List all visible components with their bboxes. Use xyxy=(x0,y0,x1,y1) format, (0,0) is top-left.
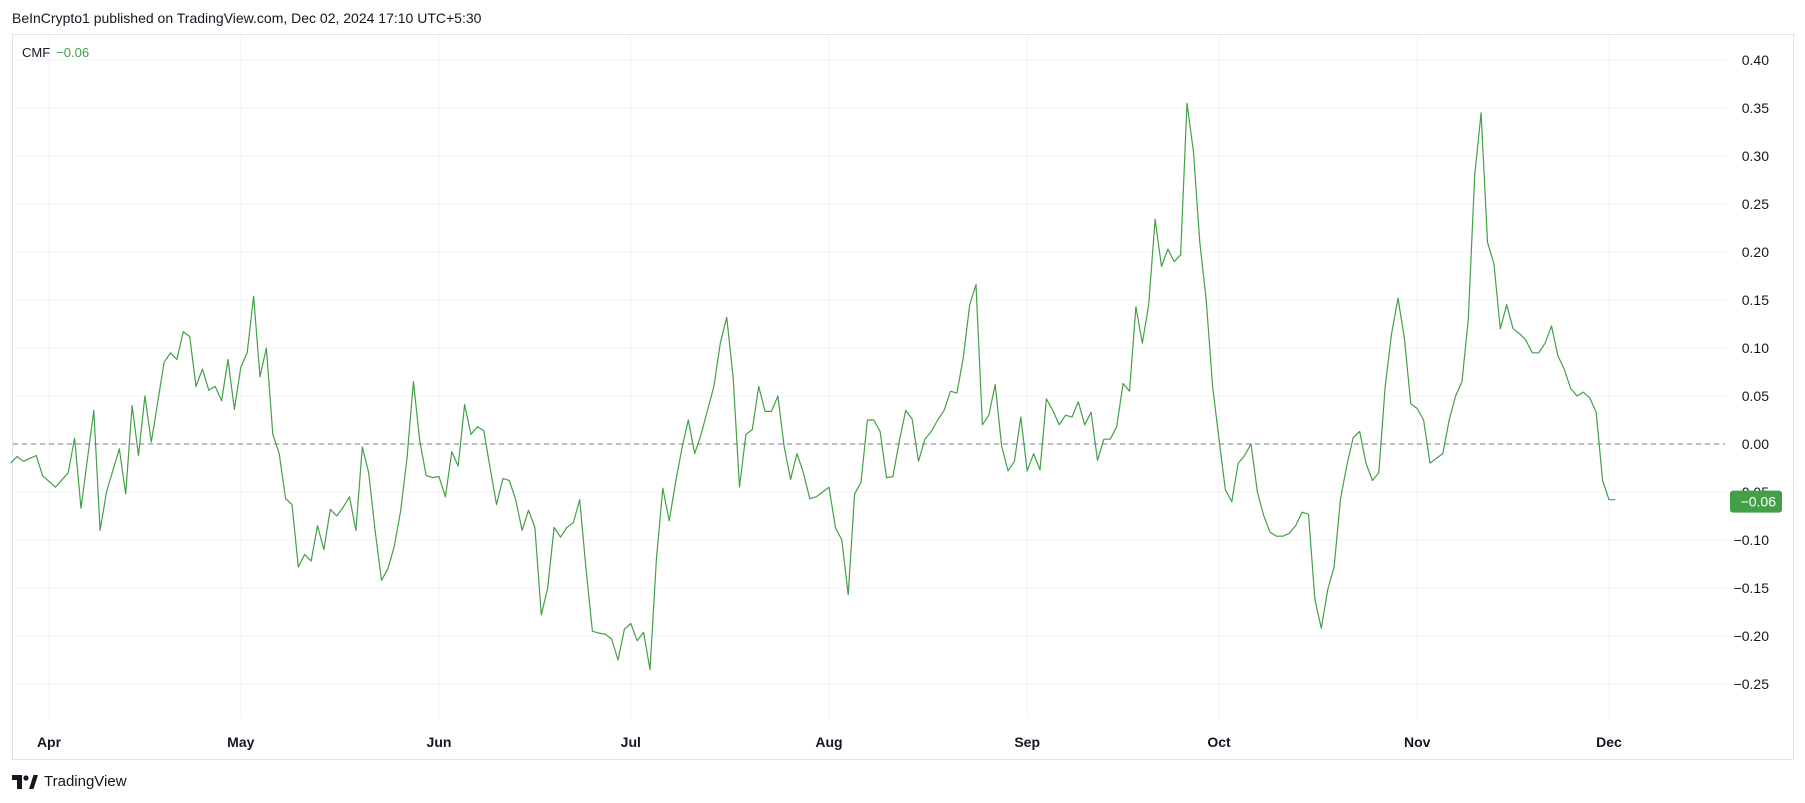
x-tick-label: Sep xyxy=(1014,734,1040,750)
tradingview-brand-text: TradingView xyxy=(44,773,127,790)
x-tick-label: May xyxy=(227,734,254,750)
x-tick-label: Aug xyxy=(815,734,842,750)
y-tick-label: 0.20 xyxy=(1742,244,1769,260)
y-tick-label: 0.30 xyxy=(1742,148,1769,164)
y-tick-label: 0.15 xyxy=(1742,292,1769,308)
tradingview-branding[interactable]: TradingView xyxy=(12,773,127,790)
x-tick-label: Jun xyxy=(427,734,452,750)
x-tick-label: Nov xyxy=(1404,734,1431,750)
y-tick-label: −0.15 xyxy=(1734,580,1770,596)
y-tick-label: 0.05 xyxy=(1742,388,1769,404)
tradingview-logo-icon xyxy=(12,774,38,789)
indicator-value: −0.06 xyxy=(56,45,90,60)
y-tick-label: 0.25 xyxy=(1742,196,1769,212)
y-tick-label: 0.00 xyxy=(1742,436,1769,452)
grid-lines xyxy=(13,35,1725,718)
current-value-label-text: −0.06 xyxy=(1741,494,1777,510)
y-tick-label: 0.10 xyxy=(1742,340,1769,356)
y-tick-label: −0.10 xyxy=(1734,532,1770,548)
y-axis: 0.400.350.300.250.200.150.100.050.00−0.0… xyxy=(1734,52,1770,692)
current-value-label: −0.06 xyxy=(1730,490,1782,513)
x-axis: Apr May Jun Jul Aug Sep Oct Nov Dec xyxy=(37,734,1622,750)
x-tick-label: Oct xyxy=(1207,734,1231,750)
current-value-label-bg xyxy=(1730,490,1782,513)
y-tick-label: 0.35 xyxy=(1742,100,1769,116)
x-tick-label: Jul xyxy=(621,734,641,750)
indicator-legend[interactable]: CMF −0.06 xyxy=(22,45,89,60)
y-tick-label: −0.20 xyxy=(1734,628,1770,644)
indicator-name: CMF xyxy=(22,45,51,60)
published-info: BeInCrypto1 published on TradingView.com… xyxy=(12,10,482,26)
cmf-series-line xyxy=(10,102,1616,671)
chart-frame xyxy=(12,34,1794,760)
y-tick-label: 0.40 xyxy=(1742,52,1769,68)
x-tick-label: Dec xyxy=(1596,734,1622,750)
y-tick-label: −0.25 xyxy=(1734,676,1770,692)
x-tick-label: Apr xyxy=(37,734,62,750)
